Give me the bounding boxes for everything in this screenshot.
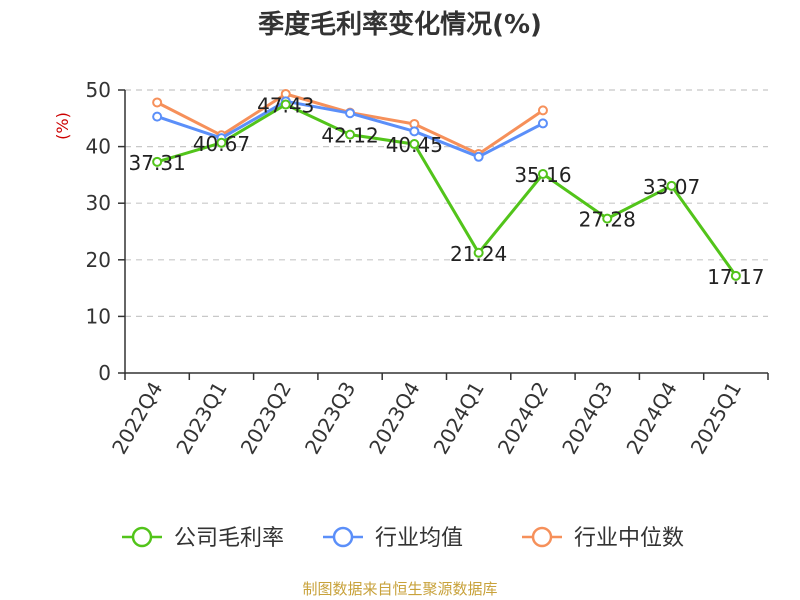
series-0-point-2023Q2[interactable] — [280, 99, 291, 110]
series-1-point-2024Q1[interactable] — [473, 151, 484, 162]
series-2-point-2022Q4[interactable] — [152, 97, 163, 108]
data-labels: 37.31 40.67 47.43 42.12 40.45 21.24 35.16 27.28… — [129, 94, 765, 289]
y-tick-label-10: 10 — [86, 304, 111, 328]
data-label-2025Q1: 17.17 — [707, 265, 764, 289]
series-0-point-2023Q4[interactable] — [409, 139, 420, 150]
legend-label-1[interactable]: 行业均值 — [375, 526, 463, 551]
series-0-point-2023Q3[interactable] — [345, 129, 356, 140]
data-label-2023Q4: 40.45 — [386, 133, 443, 157]
series-0-point-2024Q2[interactable] — [537, 168, 548, 179]
series-0-point-2024Q3[interactable] — [602, 213, 613, 224]
y-tick-label-40: 40 — [86, 135, 111, 159]
series-2-point-2024Q2[interactable] — [537, 105, 548, 116]
series-0-point-2025Q1[interactable] — [730, 270, 741, 281]
data-label-2024Q1: 21.24 — [450, 242, 507, 266]
data-label-2024Q4: 33.07 — [643, 175, 700, 199]
series-1-point-2023Q4[interactable] — [409, 126, 420, 137]
y-tick-label-20: 20 — [86, 248, 111, 272]
data-label-2023Q1: 40.67 — [193, 132, 250, 156]
series-0-point-2022Q4[interactable] — [152, 156, 163, 167]
legend-marker-1[interactable] — [332, 526, 354, 548]
x-tick-label-2023Q3: 2023Q3 — [300, 378, 360, 459]
y-tick-label-0: 0 — [98, 361, 111, 385]
data-label-2022Q4: 37.31 — [129, 151, 186, 175]
series-0-point-2024Q1[interactable] — [473, 247, 484, 258]
data-label-2023Q2: 47.43 — [257, 94, 314, 118]
series-0-point-2024Q4[interactable] — [666, 180, 677, 191]
source-note: 制图数据来自恒生聚源数据库 — [302, 580, 497, 598]
x-tick-label-2023Q4: 2023Q4 — [364, 378, 424, 459]
grid — [125, 89, 768, 317]
x-tick-label-2025Q1: 2025Q1 — [686, 378, 746, 459]
x-tick-label-2022Q4: 2022Q4 — [107, 378, 167, 459]
data-label-2023Q3: 42.12 — [321, 124, 378, 148]
legend-marker-2[interactable] — [531, 526, 553, 548]
y-tick-label-30: 30 — [86, 191, 111, 215]
x-tick-label-2024Q1: 2024Q1 — [429, 378, 489, 459]
x-tick-label-2023Q1: 2023Q1 — [171, 378, 231, 459]
y-tick-label-50: 50 — [86, 78, 111, 102]
x-tick-label-2024Q2: 2024Q2 — [493, 378, 553, 459]
chart-title: 季度毛利率变化情况(%) — [258, 9, 542, 40]
series-1-point-2022Q4[interactable] — [152, 111, 163, 122]
legend[interactable]: 公司毛利率 行业均值 行业中位数 — [122, 526, 684, 551]
x-tick-label-2024Q4: 2024Q4 — [621, 378, 681, 459]
legend-label-0[interactable]: 公司毛利率 — [174, 526, 284, 551]
y-axis-unit: (%) — [53, 112, 72, 140]
x-tick-label-2024Q3: 2024Q3 — [557, 378, 617, 459]
series-0-point-2023Q1[interactable] — [216, 137, 227, 148]
series — [152, 88, 741, 281]
x-tick-label-2023Q2: 2023Q2 — [236, 378, 296, 459]
data-label-2024Q2: 35.16 — [514, 163, 571, 187]
data-label-2024Q3: 27.28 — [579, 208, 636, 232]
series-1-point-2023Q3[interactable] — [345, 108, 356, 119]
series-1-point-2024Q2[interactable] — [537, 118, 548, 129]
series-line-0 — [156, 103, 738, 277]
legend-label-2[interactable]: 行业中位数 — [574, 526, 684, 551]
legend-marker-0[interactable] — [131, 526, 153, 548]
